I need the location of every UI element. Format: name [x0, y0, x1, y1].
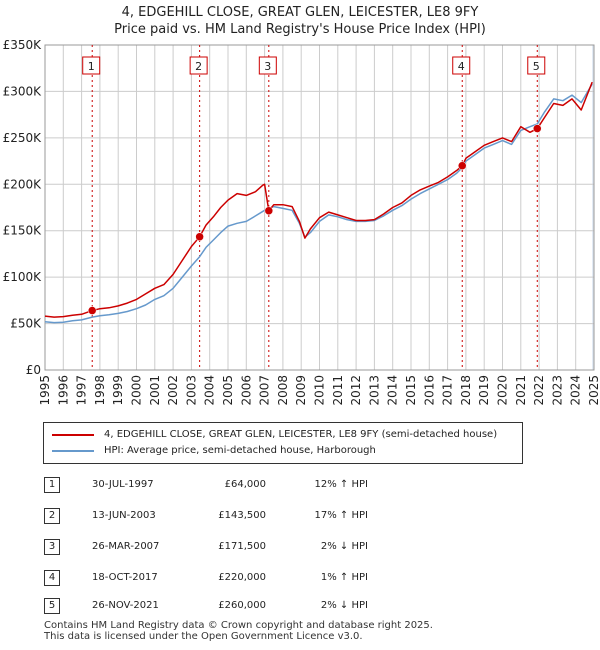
sale-row: 1 30-JUL-1997 £64,000 12% ↑ HPI: [44, 477, 464, 493]
sale-marker-box: [452, 56, 471, 75]
x-tick-label: 1998: [93, 375, 107, 406]
sale-row: 2 13-JUN-2003 £143,500 17% ↑ HPI: [44, 508, 464, 524]
x-tick-label: 2004: [203, 375, 217, 406]
x-tick-label: 2015: [404, 375, 418, 406]
y-tick-label: £300K: [3, 84, 43, 98]
sale-point: [195, 232, 204, 241]
sale-date: 18-OCT-2017: [92, 572, 158, 583]
legend-swatch-property: [52, 434, 94, 436]
property-price-line: [44, 81, 593, 318]
sale-point: [87, 306, 97, 315]
sale-date: 26-NOV-2021: [92, 600, 159, 611]
y-tick-label: £200K: [3, 177, 43, 191]
sale-point: [533, 124, 542, 133]
forecast-shade: [592, 45, 594, 370]
x-tick-label: 2012: [349, 375, 363, 406]
sale-date: 26-MAR-2007: [92, 541, 160, 552]
x-tick-label: 2016: [422, 375, 436, 406]
x-tick-label: 2020: [496, 375, 510, 406]
sale-number-badge: 3: [44, 539, 60, 555]
x-tick-label: 2000: [130, 375, 144, 406]
legend-swatch-hpi: [52, 450, 94, 452]
sale-marker-box: [82, 56, 101, 75]
x-tick-label: 2018: [459, 375, 473, 406]
sale-hpi-diff: 17% ↑ HPI: [314, 510, 368, 521]
plot-frame: [44, 44, 595, 371]
x-tick-label: 1999: [111, 375, 125, 406]
sale-point: [264, 206, 274, 215]
x-tick-label: 2008: [276, 375, 290, 406]
sale-marker-label: 3: [264, 60, 271, 73]
footer-line-2: This data is licensed under the Open Gov…: [44, 631, 363, 642]
x-tick-label: 2010: [313, 375, 327, 406]
x-tick-label: 2013: [367, 375, 381, 406]
sale-price: £143,500: [218, 510, 266, 521]
sale-row: 3 26-MAR-2007 £171,500 2% ↓ HPI: [44, 539, 464, 555]
chart-title: 4, EDGEHILL CLOSE, GREAT GLEN, LEICESTER…: [0, 4, 600, 38]
x-tick-label: 2003: [184, 375, 198, 406]
x-tick-label: 2011: [331, 375, 345, 406]
x-tick-label: 2001: [148, 375, 162, 406]
sale-price: £171,500: [218, 541, 266, 552]
x-tick-label: 2022: [532, 375, 546, 406]
x-tick-label: 1996: [56, 375, 70, 406]
sale-hpi-diff: 2% ↓ HPI: [320, 541, 368, 552]
x-tick-label: 2007: [258, 375, 272, 406]
sale-number-badge: 4: [44, 570, 60, 586]
x-tick-label: 2024: [569, 375, 583, 406]
sale-number-badge: 5: [44, 598, 60, 614]
legend: 4, EDGEHILL CLOSE, GREAT GLEN, LEICESTER…: [43, 422, 523, 464]
x-tick-label: 2023: [550, 375, 564, 406]
x-tick-label: 2025: [587, 375, 600, 406]
sale-number-badge: 1: [44, 477, 60, 493]
sale-hpi-diff: 2% ↓ HPI: [320, 600, 368, 611]
sale-marker-box: [258, 56, 277, 75]
sale-point: [457, 161, 467, 170]
sale-marker-label: 2: [195, 60, 202, 73]
legend-label-property: 4, EDGEHILL CLOSE, GREAT GLEN, LEICESTER…: [104, 429, 498, 440]
sale-marker-label: 1: [88, 60, 95, 73]
x-tick-label: 2021: [514, 375, 528, 406]
sale-date: 30-JUL-1997: [92, 479, 154, 490]
x-tick-label: 2017: [441, 375, 455, 406]
sale-price: £260,000: [218, 600, 266, 611]
sale-number-badge: 2: [44, 508, 60, 524]
x-tick-label: 2014: [386, 375, 400, 406]
y-tick-label: £0: [26, 363, 41, 377]
sale-marker-label: 4: [458, 60, 465, 73]
sale-date: 13-JUN-2003: [92, 510, 156, 521]
sale-marker-box: [527, 56, 546, 75]
hpi-line: [44, 83, 593, 324]
x-tick-label: 2006: [239, 375, 253, 406]
x-tick-label: 1995: [38, 375, 52, 406]
sale-hpi-diff: 1% ↑ HPI: [320, 572, 368, 583]
sale-row: 4 18-OCT-2017 £220,000 1% ↑ HPI: [44, 570, 464, 586]
x-tick-label: 2009: [294, 375, 308, 406]
sale-hpi-diff: 12% ↑ HPI: [314, 479, 368, 490]
sale-marker-label: 5: [533, 60, 540, 73]
price-chart: £0 £50K £100K £150K £200K £250K £300K £350K 1995…: [3, 38, 600, 406]
x-tick-label: 1997: [75, 375, 89, 406]
footer-attribution: Contains HM Land Registry data © Crown c…: [44, 620, 433, 642]
title-line-1: 4, EDGEHILL CLOSE, GREAT GLEN, LEICESTER…: [121, 5, 479, 20]
y-tick-label: £100K: [3, 270, 43, 284]
sale-price: £64,000: [224, 479, 266, 490]
y-tick-label: £50K: [10, 317, 42, 331]
x-tick-label: 2002: [166, 375, 180, 406]
x-tick-label: 2005: [221, 375, 235, 406]
sale-price: £220,000: [218, 572, 266, 583]
title-line-2: Price paid vs. HM Land Registry's House …: [114, 22, 486, 37]
y-tick-label: £250K: [3, 131, 43, 145]
footer-line-1: Contains HM Land Registry data © Crown c…: [44, 620, 433, 631]
sale-marker-box: [189, 56, 208, 75]
x-tick-label: 2019: [477, 375, 491, 406]
sale-row: 5 26-NOV-2021 £260,000 2% ↓ HPI: [44, 598, 464, 614]
y-tick-label: £350K: [3, 38, 43, 52]
y-tick-label: £150K: [3, 224, 43, 238]
legend-label-hpi: HPI: Average price, semi-detached house,…: [104, 445, 376, 456]
